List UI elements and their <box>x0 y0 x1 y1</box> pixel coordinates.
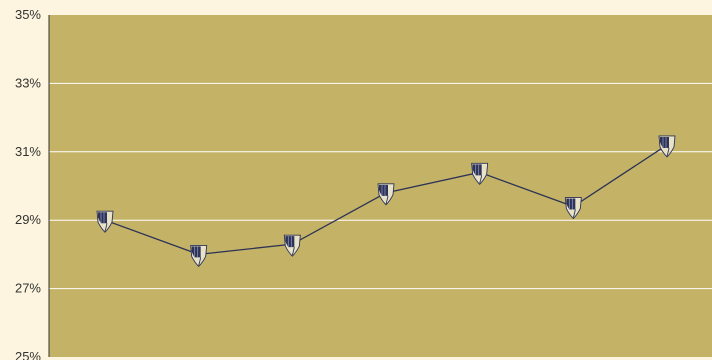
data-series <box>96 135 676 268</box>
shield-icon <box>471 162 489 185</box>
shield-icon <box>564 197 582 220</box>
shield-icon <box>658 135 676 158</box>
gridlines <box>49 82 712 290</box>
y-axis-tick-labels: 25% 27% 29% 31% 33% 35% <box>15 7 41 360</box>
y-tick-label: 25% <box>15 349 41 360</box>
shield-icon <box>96 210 114 233</box>
shield-icon <box>190 244 208 268</box>
y-tick-label: 29% <box>15 212 41 227</box>
shield-icon <box>283 234 301 257</box>
shield-icon <box>377 183 395 206</box>
y-tick-label: 27% <box>15 281 41 296</box>
y-tick-label: 35% <box>15 7 41 22</box>
y-tick-label: 31% <box>15 144 41 159</box>
y-tick-label: 33% <box>15 75 41 90</box>
